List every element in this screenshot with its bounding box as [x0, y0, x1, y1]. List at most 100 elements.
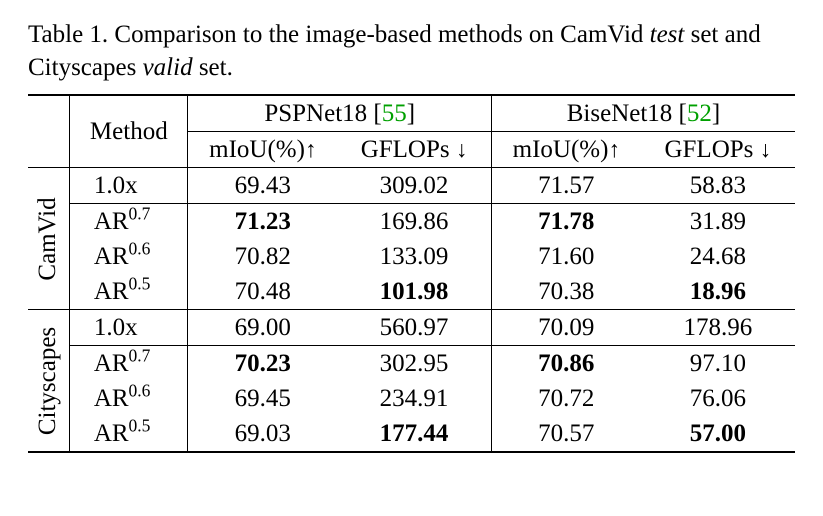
value-cell: 18.96: [641, 274, 795, 310]
down-arrow-icon: ↓: [456, 137, 468, 162]
method-cell: 1.0x: [70, 310, 188, 346]
value-cell: 71.78: [491, 204, 640, 240]
method-sup: 0.7: [129, 204, 151, 224]
table-row: Cityscapes 1.0x 69.00 560.97 70.09 178.9…: [28, 310, 795, 346]
header-method-label: Method: [90, 118, 168, 145]
rowgroup-label-cityscapes: Cityscapes: [28, 310, 70, 453]
method-cell: AR0.6: [70, 381, 188, 416]
value: 70.48: [235, 278, 291, 305]
value-cell: 24.68: [641, 239, 795, 274]
header-miou2-label: mIoU(%): [513, 136, 609, 163]
value-cell: 70.48: [188, 274, 337, 310]
header-method: Method: [70, 95, 188, 168]
down-arrow-icon: ↓: [760, 137, 772, 162]
value-cell: 70.57: [491, 416, 640, 452]
caption-text-c: set.: [193, 54, 233, 81]
method-cell: 1.0x: [70, 168, 188, 204]
method-text: AR0.5: [94, 420, 164, 448]
value-cell: 70.86: [491, 346, 640, 382]
header-group2-name: BiseNet18 [: [567, 100, 687, 127]
header-group1-ref: 55: [382, 100, 407, 127]
value-cell: 169.86: [337, 204, 491, 240]
value-cell: 560.97: [337, 310, 491, 346]
table-row: AR0.5 70.48 101.98 70.38 18.96: [28, 274, 795, 310]
header-group1: PSPNet18 [55]: [188, 95, 491, 132]
value: 70.72: [538, 385, 594, 412]
header-gflops2: GFLOPs ↓: [641, 132, 795, 168]
value: 71.78: [538, 208, 594, 235]
value: 18.96: [690, 278, 746, 305]
method-cell: AR0.7: [70, 346, 188, 382]
value: 70.57: [538, 420, 594, 447]
value: 560.97: [380, 314, 449, 341]
value-cell: 71.60: [491, 239, 640, 274]
value: 69.43: [235, 172, 291, 199]
method-text: 1.0x: [94, 314, 164, 342]
header-blank: [28, 95, 70, 168]
value-cell: 57.00: [641, 416, 795, 452]
value: 133.09: [380, 243, 449, 270]
table-caption: Table 1. Comparison to the image-based m…: [28, 18, 795, 84]
header-group1-name: PSPNet18 [: [264, 100, 381, 127]
method-sup: 0.5: [129, 416, 151, 436]
value-cell: 70.82: [188, 239, 337, 274]
value-cell: 70.09: [491, 310, 640, 346]
value-cell: 309.02: [337, 168, 491, 204]
header-gflops2-label: GFLOPs: [664, 136, 753, 163]
value: 57.00: [690, 420, 746, 447]
value-cell: 101.98: [337, 274, 491, 310]
comparison-table: Method PSPNet18 [55] BiseNet18 [52] mIoU…: [28, 94, 795, 453]
value-cell: 71.23: [188, 204, 337, 240]
header-miou2: mIoU(%)↑: [491, 132, 640, 168]
value: 76.06: [690, 385, 746, 412]
value: 234.91: [380, 385, 449, 412]
value-cell: 69.43: [188, 168, 337, 204]
value: 69.00: [235, 314, 291, 341]
method-cell: AR0.6: [70, 239, 188, 274]
rowgroup-label-camvid: CamVid: [28, 168, 70, 310]
value-cell: 69.03: [188, 416, 337, 452]
method-sup: 0.6: [129, 239, 151, 259]
table-row: AR0.6 70.82 133.09 71.60 24.68: [28, 239, 795, 274]
value: 97.10: [690, 350, 746, 377]
method-sup: 0.6: [129, 381, 151, 401]
value: 69.03: [235, 420, 291, 447]
value-cell: 234.91: [337, 381, 491, 416]
method-sup: 0.7: [129, 346, 151, 366]
method-text: AR0.7: [94, 208, 164, 236]
value: 58.83: [690, 172, 746, 199]
table-row: AR0.5 69.03 177.44 70.57 57.00: [28, 416, 795, 452]
value-cell: 69.00: [188, 310, 337, 346]
method-text: AR0.6: [94, 243, 164, 271]
value-cell: 69.45: [188, 381, 337, 416]
header-gflops1: GFLOPs ↓: [337, 132, 491, 168]
header-group2-close: ]: [712, 100, 720, 127]
header-miou1: mIoU(%)↑: [188, 132, 337, 168]
caption-text-a: Comparison to the image-based methods on…: [108, 21, 649, 48]
value: 177.44: [380, 420, 449, 447]
value-cell: 177.44: [337, 416, 491, 452]
method-text: 1.0x: [94, 172, 164, 200]
header-miou1-label: mIoU(%): [209, 136, 305, 163]
header-gflops1-label: GFLOPs: [361, 136, 450, 163]
method-cell: AR0.7: [70, 204, 188, 240]
method-sup: 0.5: [129, 274, 151, 294]
method-cell: AR0.5: [70, 274, 188, 310]
value: 309.02: [380, 172, 449, 199]
value-cell: 302.95: [337, 346, 491, 382]
value: 70.82: [235, 243, 291, 270]
value: 302.95: [380, 350, 449, 377]
value: 70.09: [538, 314, 594, 341]
value: 101.98: [380, 278, 449, 305]
table-row: AR0.7 70.23 302.95 70.86 97.10: [28, 346, 795, 382]
rowgroup-label-camvid-text: CamVid: [34, 197, 62, 280]
caption-prefix: Table 1.: [28, 21, 108, 48]
value: 71.60: [538, 243, 594, 270]
value: 31.89: [690, 208, 746, 235]
method-text: AR0.5: [94, 278, 164, 306]
method-cell: AR0.5: [70, 416, 188, 452]
caption-italic-a: test: [650, 21, 685, 48]
table-row: AR0.6 69.45 234.91 70.72 76.06: [28, 381, 795, 416]
value: 70.23: [235, 350, 291, 377]
value: 70.86: [538, 350, 594, 377]
